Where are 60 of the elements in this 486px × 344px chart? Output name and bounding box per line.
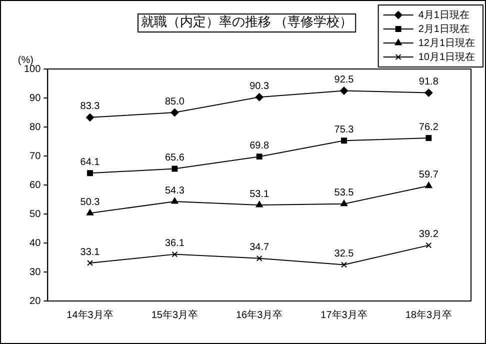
data-label: 76.2: [418, 122, 439, 133]
legend-label: 4月1日現在: [418, 8, 470, 21]
chart-title: 就職（内定）率の推移 （専修学校）: [141, 14, 353, 30]
point: [87, 170, 93, 176]
x-tick-label: 17年3月卒: [320, 308, 368, 321]
y-axis-title: (%): [18, 54, 34, 66]
x-tick-label: 15年3月卒: [151, 308, 198, 321]
data-label: 33.1: [80, 246, 100, 258]
legend-label: 12月1日現在: [418, 36, 476, 49]
data-label: 65.6: [164, 152, 185, 164]
data-label: 53.1: [250, 188, 270, 200]
data-label: 36.1: [164, 238, 185, 250]
point: [424, 88, 433, 97]
point: [340, 86, 348, 95]
point: [170, 108, 179, 116]
point: [256, 201, 263, 208]
y-tick-label: 70: [30, 150, 42, 162]
point: [87, 260, 93, 266]
y-tick-label: 90: [30, 92, 42, 104]
data-label: 83.3: [80, 101, 100, 112]
point: [256, 255, 262, 262]
legend-label: 10月1日現在: [418, 50, 476, 63]
point: [86, 113, 94, 122]
y-tick-label: 30: [30, 266, 42, 278]
point: [341, 262, 347, 268]
legend-label: 2月1日現在: [418, 22, 470, 35]
x-tick-label: 14年3月卒: [66, 308, 114, 321]
point: [341, 138, 347, 144]
y-tick-label: 50: [30, 208, 42, 220]
point: [86, 209, 94, 216]
point: [426, 242, 432, 248]
data-label: 92.5: [334, 74, 354, 86]
point: [426, 135, 432, 141]
data-label: 50.3: [80, 196, 100, 208]
y-tick-label: 80: [30, 122, 42, 133]
x-tick-label: 18年3月卒: [405, 308, 452, 321]
point: [340, 200, 348, 206]
y-tick-label: 100: [24, 64, 42, 75]
point: [425, 182, 432, 188]
y-tick-label: 40: [30, 238, 42, 249]
data-label: 39.2: [418, 229, 439, 240]
data-label: 54.3: [164, 185, 185, 196]
point: [171, 198, 178, 204]
data-label: 90.3: [250, 80, 270, 92]
x-tick-label: 16年3月卒: [236, 308, 283, 321]
point: [172, 251, 178, 258]
data-label: 85.0: [164, 96, 185, 108]
data-label: 32.5: [334, 248, 354, 260]
data-label: 59.7: [418, 170, 439, 181]
data-label: 34.7: [250, 242, 270, 254]
data-label: 91.8: [418, 76, 439, 88]
data-label: 53.5: [334, 188, 354, 199]
data-label: 75.3: [334, 124, 354, 136]
point: [256, 154, 262, 160]
point: [172, 166, 178, 172]
data-label: 69.8: [250, 140, 270, 152]
data-label: 64.1: [80, 156, 100, 168]
y-tick-label: 20: [30, 296, 42, 307]
point: [255, 93, 264, 102]
y-tick-label: 60: [30, 180, 42, 191]
